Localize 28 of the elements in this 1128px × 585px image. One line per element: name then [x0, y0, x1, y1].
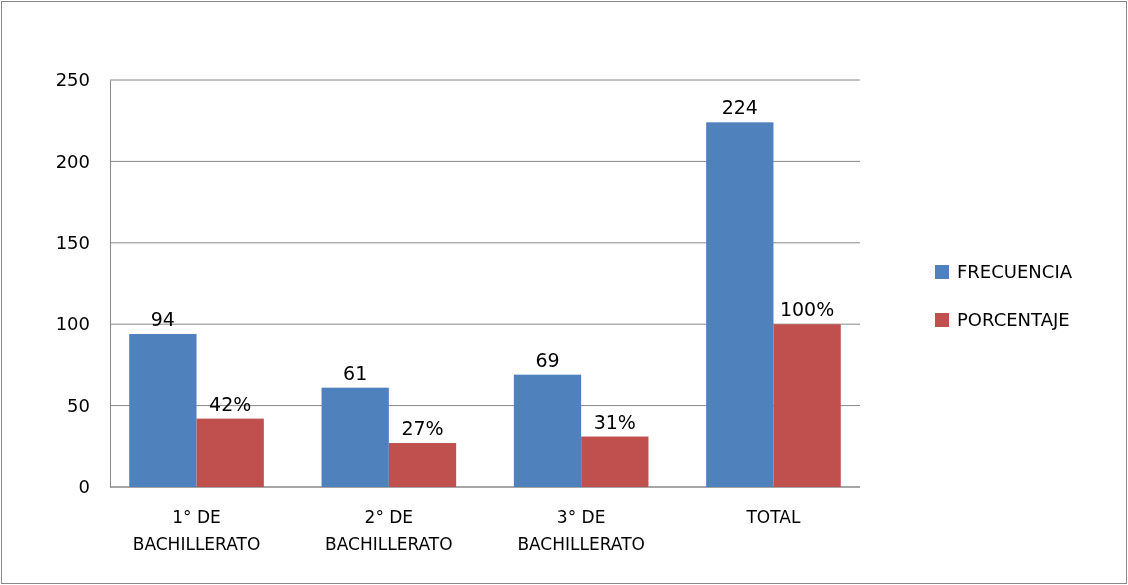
bar	[513, 374, 582, 487]
bar	[388, 443, 457, 487]
bar	[196, 418, 264, 487]
y-tick-label: 200	[55, 150, 90, 172]
data-label: 69	[535, 348, 560, 371]
x-tick-label: TOTAL	[745, 507, 801, 527]
y-tick-label: 150	[55, 232, 90, 254]
bar	[129, 333, 197, 487]
y-tick-label: 100	[55, 313, 90, 335]
data-label: 94	[150, 307, 175, 330]
x-tick-label: 1° DE BACHILLERATO	[132, 507, 261, 555]
data-label: 100%	[779, 298, 835, 321]
data-label: 31%	[593, 410, 636, 433]
data-label: 61	[343, 361, 368, 384]
bar	[706, 122, 774, 487]
legend-label: FRECUENCIA	[957, 261, 1073, 282]
y-tick-label: 50	[67, 394, 90, 416]
data-label: 42%	[209, 392, 252, 415]
y-tick-label: 250	[55, 69, 90, 91]
bar	[581, 436, 649, 487]
y-tick-label: 0	[78, 476, 90, 498]
bar	[321, 387, 389, 487]
legend-label: PORCENTAJE	[957, 309, 1070, 330]
x-tick-label: 3° DE BACHILLERATO	[517, 507, 645, 555]
bar	[773, 324, 841, 487]
data-label: 224	[721, 96, 758, 119]
data-label: 27%	[401, 417, 444, 440]
x-tick-label: 2° DE BACHILLERATO	[325, 507, 453, 555]
